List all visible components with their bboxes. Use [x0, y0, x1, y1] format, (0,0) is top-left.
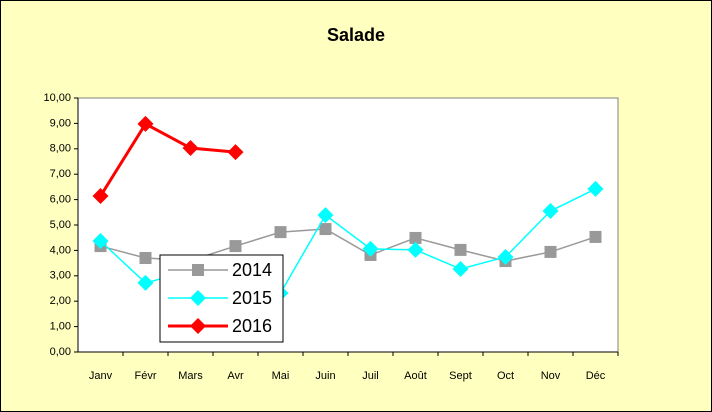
legend-label: 2016: [232, 316, 272, 336]
y-tick-label: 7,00: [50, 168, 71, 180]
marker: [92, 233, 109, 250]
y-tick-label: 0,00: [50, 346, 71, 358]
marker: [137, 274, 154, 291]
marker: [454, 243, 467, 256]
y-tick-label: 10,00: [43, 92, 71, 104]
legend-label: 2014: [232, 260, 272, 280]
x-tick-label: Juil: [362, 370, 379, 382]
x-tick-label: Sept: [449, 370, 472, 382]
marker: [452, 260, 469, 277]
y-tick-label: 5,00: [50, 219, 71, 231]
x-tick-label: Janv: [89, 370, 113, 382]
y-tick-label: 4,00: [50, 244, 71, 256]
marker: [409, 231, 422, 244]
marker: [274, 226, 287, 239]
x-tick-label: Avr: [227, 370, 244, 382]
marker: [92, 188, 109, 205]
marker: [227, 144, 244, 161]
marker: [190, 290, 206, 306]
x-tick-label: Oct: [497, 370, 514, 382]
series-line: [99, 121, 236, 197]
marker: [137, 115, 154, 132]
x-tick-label: Déc: [586, 370, 606, 382]
y-tick-label: 8,00: [50, 143, 71, 155]
marker: [190, 318, 206, 334]
legend-label: 2015: [232, 288, 272, 308]
x-tick-label: Mai: [272, 370, 290, 382]
x-tick-label: Nov: [541, 370, 561, 382]
y-tick-label: 9,00: [50, 117, 71, 129]
y-tick-label: 3,00: [50, 270, 71, 282]
y-tick-label: 2,00: [50, 295, 71, 307]
marker: [317, 207, 334, 224]
marker: [229, 240, 242, 253]
marker: [497, 249, 514, 266]
marker: [182, 140, 199, 157]
y-tick-label: 1,00: [50, 321, 71, 333]
marker: [139, 252, 152, 265]
marker: [362, 240, 379, 257]
x-tick-label: Juin: [315, 370, 335, 382]
marker: [407, 241, 424, 258]
marker: [589, 230, 602, 243]
x-tick-label: Août: [404, 370, 427, 382]
y-tick-label: 6,00: [50, 194, 71, 206]
marker: [542, 203, 559, 220]
marker: [192, 264, 204, 276]
chart-title: Salade: [327, 25, 385, 45]
marker: [587, 180, 604, 197]
marker: [544, 245, 557, 258]
x-tick-label: Févr: [135, 370, 157, 382]
marker: [319, 223, 332, 236]
x-tick-label: Mars: [178, 370, 203, 382]
